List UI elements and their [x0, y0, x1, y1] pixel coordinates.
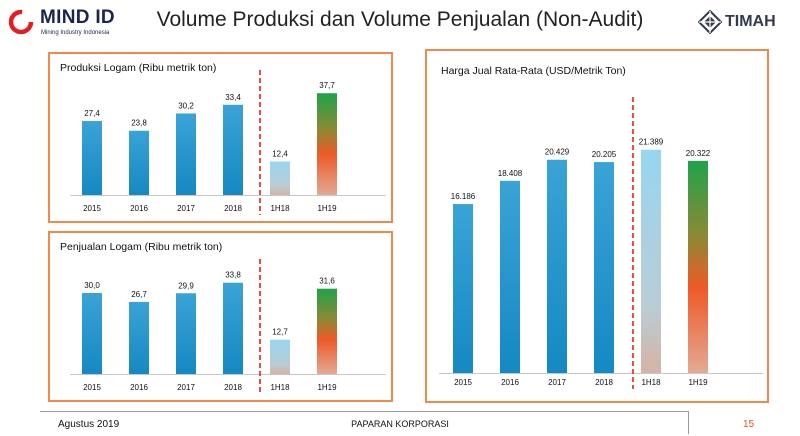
tick-label-2018: 2018	[224, 383, 242, 392]
data-label-2015: 27,4	[84, 109, 100, 118]
bar-2016	[129, 130, 149, 195]
bar-1H19	[317, 93, 337, 195]
penjualan-logam-chart: 30,0 2015 26,7 2016 29,9 2017 33,8 2018 12,7 1H18…	[70, 259, 386, 394]
tick-label-1H18: 1H18	[641, 378, 661, 387]
bar-2017	[547, 159, 567, 373]
data-label-2018: 33,4	[225, 93, 241, 102]
footer-tick	[688, 411, 689, 434]
tick-label-2018: 2018	[595, 378, 613, 387]
data-label-2015: 16.186	[451, 192, 476, 201]
bar-1H18	[270, 339, 290, 374]
bar-2015	[82, 293, 102, 374]
bar-2015	[82, 121, 102, 195]
chart-title: Produksi Logam (Ribu metrik ton)	[60, 62, 217, 74]
bar-2018	[594, 162, 614, 373]
tick-label-2015: 2015	[83, 383, 101, 392]
mind-id-logo: MIND ID Mining Industry Indonesia	[8, 7, 148, 41]
tick-label-1H19: 1H19	[688, 378, 708, 387]
chart-title: Penjualan Logam (Ribu metrik ton)	[60, 241, 223, 253]
harga-jual-panel: Harga Jual Rata-Rata (USD/Metrik Ton) 16…	[425, 49, 769, 403]
footer-center-label: PAPARAN KORPORASI	[351, 419, 449, 429]
tick-label-1H19: 1H19	[317, 204, 337, 213]
data-label-2016: 26,7	[131, 290, 147, 299]
tick-label-2015: 2015	[83, 204, 101, 213]
chart-title: Harga Jual Rata-Rata (USD/Metrik Ton)	[441, 65, 626, 77]
timah-wordmark: TIMAH	[725, 13, 776, 30]
data-label-2018: 20.205	[592, 150, 617, 159]
tick-label-2018: 2018	[224, 204, 242, 213]
bar-2016	[500, 180, 520, 373]
tick-label-2016: 2016	[130, 383, 148, 392]
tick-label-1H18: 1H18	[270, 204, 290, 213]
footer-divider	[40, 411, 688, 412]
data-label-1H19: 37,7	[319, 81, 335, 90]
data-label-1H18: 12,7	[272, 328, 288, 337]
bar-2016	[129, 301, 149, 374]
mind-id-ring-icon	[8, 9, 34, 35]
data-label-1H18: 12,4	[272, 150, 288, 159]
tick-label-2017: 2017	[548, 378, 566, 387]
mind-id-tagline: Mining Industry Indonesia	[41, 30, 110, 36]
bar-2018	[223, 282, 243, 374]
data-label-2016: 18.408	[498, 169, 523, 178]
tick-label-2016: 2016	[130, 204, 148, 213]
page-number: 15	[743, 419, 755, 430]
tick-label-2017: 2017	[177, 383, 195, 392]
mind-id-wordmark: MIND ID	[40, 7, 115, 28]
data-label-2018: 33,8	[225, 271, 241, 280]
bar-1H19	[688, 160, 708, 373]
tick-label-1H18: 1H18	[270, 383, 290, 392]
data-label-2016: 23,8	[131, 119, 147, 128]
tick-label-2015: 2015	[454, 378, 472, 387]
data-label-1H18: 21.389	[639, 138, 664, 147]
bar-2017	[176, 293, 196, 374]
bar-1H18	[270, 161, 290, 195]
bar-2018	[223, 104, 243, 195]
tick-label-1H19: 1H19	[317, 383, 337, 392]
penjualan-logam-panel: Penjualan Logam (Ribu metrik ton) 30,0 20…	[48, 231, 393, 402]
produksi-logam-chart: 27,4 2015 23,8 2016 30,2 2017 33,4 2018 12,4 1H18…	[70, 70, 386, 215]
bar-2017	[176, 113, 196, 195]
data-label-2015: 30,0	[84, 281, 100, 290]
data-label-1H19: 20.322	[686, 149, 711, 158]
harga-jual-chart: 16.186 2015 18.408 2016 20.429 2017 20.205 2018…	[439, 97, 763, 389]
bar-2015	[453, 204, 473, 373]
tick-label-2017: 2017	[177, 204, 195, 213]
data-label-1H19: 31,6	[319, 277, 335, 286]
timah-diamond-icon	[698, 10, 722, 34]
tick-label-2016: 2016	[501, 378, 519, 387]
produksi-logam-panel: Produksi Logam (Ribu metrik ton) 27,4 201…	[48, 52, 393, 223]
data-label-2017: 30,2	[178, 101, 194, 110]
bar-1H19	[317, 288, 337, 374]
data-label-2017: 20.429	[545, 148, 570, 157]
bar-1H18	[641, 149, 661, 373]
data-label-2017: 29,9	[178, 281, 194, 290]
footer-date: Agustus 2019	[58, 419, 120, 430]
page-title: Volume Produksi dan Volume Penjualan (No…	[156, 8, 644, 31]
timah-logo: TIMAH	[698, 10, 794, 34]
